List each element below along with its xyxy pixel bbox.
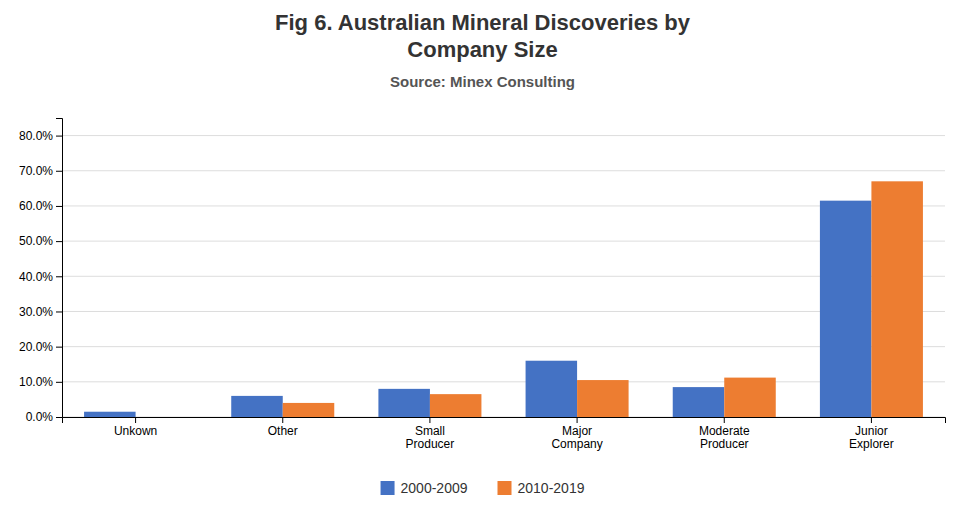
grid-line	[62, 241, 945, 242]
y-tick-mark	[56, 241, 62, 242]
y-tick-mark	[56, 382, 62, 383]
y-tick-mark	[56, 206, 62, 207]
y-tick: 70.0%	[19, 164, 62, 178]
y-tick-label: 10.0%	[19, 375, 53, 389]
y-tick: 60.0%	[19, 199, 62, 213]
subtitle: Source: Minex Consulting	[390, 73, 575, 90]
bar	[84, 412, 136, 417]
bar	[283, 403, 335, 417]
y-tick-mark	[56, 136, 62, 137]
y-tick: 40.0%	[19, 270, 62, 284]
x-tick-mark	[871, 417, 872, 423]
bar	[526, 361, 578, 417]
y-tick-label: 0.0%	[26, 410, 54, 424]
legend-label: 2010-2019	[518, 480, 585, 496]
x-tick-label: SmallProducer	[406, 424, 455, 452]
grid-line	[62, 205, 945, 206]
x-tick-mark	[724, 417, 725, 423]
x-tick-label: ModerateProducer	[699, 424, 750, 452]
y-tick-mark	[56, 347, 62, 348]
bar	[724, 378, 776, 417]
x-tick-mark	[577, 417, 578, 423]
x-tick-label: Unkown	[114, 424, 157, 438]
y-tick: 50.0%	[19, 234, 62, 248]
legend-item: 2010-2019	[498, 480, 585, 496]
y-tick-mark	[56, 276, 62, 277]
y-tick-label: 60.0%	[19, 199, 53, 213]
y-tick-mark	[56, 417, 62, 418]
y-tick-label: 30.0%	[19, 305, 53, 319]
grid-line	[62, 170, 945, 171]
bar	[231, 396, 283, 417]
grid	[62, 136, 945, 417]
plot: 0.0% 10.0% 20.0% 30.0% 40.0% 50.0% 60.0% 70.0% 8…	[19, 119, 946, 452]
y-tick: 30.0%	[19, 305, 62, 319]
x-tick: JuniorExplorer	[849, 417, 894, 451]
legend-item: 2000-2009	[381, 480, 468, 496]
bar	[378, 389, 430, 417]
grid-line	[62, 311, 945, 312]
y-tick: 0.0%	[26, 410, 62, 424]
bar	[136, 417, 188, 418]
x-axis-line	[63, 418, 946, 424]
x-tick: ModerateProducer	[699, 417, 750, 451]
x-tick: MajorCompany	[551, 417, 602, 451]
y-tick-label: 50.0%	[19, 234, 53, 248]
x-tick-mark	[429, 417, 430, 423]
legend-swatch	[381, 481, 395, 495]
x-axis: Unkown Other SmallProducer MajorCompany Mode…	[63, 417, 946, 451]
grid-line	[62, 276, 945, 277]
bar	[430, 394, 482, 417]
y-axis-line	[56, 119, 63, 418]
bar	[673, 387, 725, 417]
y-tick-label: 80.0%	[19, 129, 53, 143]
x-tick-label: Other	[268, 424, 298, 438]
x-tick: Unkown	[114, 417, 157, 438]
y-tick-label: 70.0%	[19, 164, 53, 178]
grid-line	[62, 381, 945, 382]
series	[283, 181, 923, 417]
x-tick: Other	[268, 417, 298, 438]
y-tick-mark	[56, 171, 62, 172]
chart: Fig 6. Australian Mineral Discoveries by…	[0, 0, 965, 509]
bars	[84, 181, 923, 417]
y-tick: 80.0%	[19, 129, 62, 143]
x-tick-label: MajorCompany	[551, 424, 602, 452]
y-tick: 20.0%	[19, 340, 62, 354]
grid-line	[62, 135, 945, 136]
y-tick-label: 40.0%	[19, 270, 53, 284]
y-axis: 0.0% 10.0% 20.0% 30.0% 40.0% 50.0% 60.0% 70.0% 8…	[19, 119, 63, 425]
legend: 2000-2009 2010-2019	[381, 480, 585, 496]
x-tick-mark	[135, 417, 136, 423]
grid-line	[62, 346, 945, 347]
title: Fig 6. Australian Mineral Discoveries by…	[275, 10, 691, 62]
bar	[871, 181, 923, 417]
legend-label: 2000-2009	[401, 480, 468, 496]
bar	[577, 380, 629, 417]
bar	[820, 201, 872, 417]
y-tick-label: 20.0%	[19, 340, 53, 354]
x-tick: SmallProducer	[406, 417, 455, 451]
x-tick-label: JuniorExplorer	[849, 424, 894, 452]
x-tick-mark	[282, 417, 283, 423]
legend-swatch	[498, 481, 512, 495]
y-tick-mark	[56, 311, 62, 312]
y-tick: 10.0%	[19, 375, 62, 389]
series	[84, 201, 871, 417]
